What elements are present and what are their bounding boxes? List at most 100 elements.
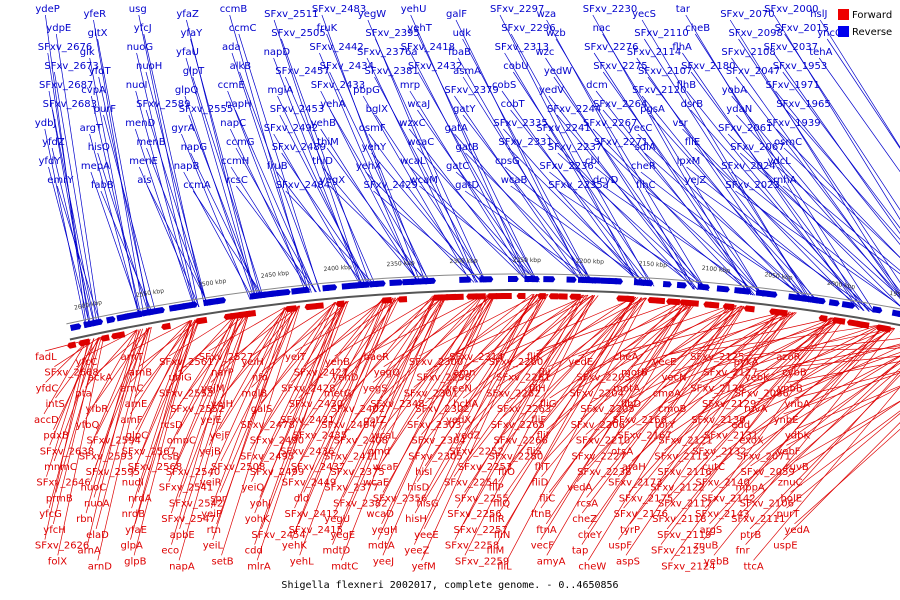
forward-gene-arrow	[557, 293, 568, 300]
reverse-gene-label: fruB	[267, 161, 288, 172]
kbp-tick-label: 2550 kbp	[136, 287, 165, 299]
forward-gene-leader	[210, 306, 288, 383]
forward-gene-leader	[45, 339, 90, 383]
forward-gene-leader	[495, 296, 633, 388]
forward-gene-label: znuC	[778, 478, 803, 489]
forward-gene-label: SFxv_2130	[691, 415, 745, 426]
kbp-tick-label: 2050 kbp	[764, 271, 793, 281]
forward-gene-arrow	[647, 297, 658, 304]
reverse-gene-label: ydcL	[768, 156, 792, 167]
forward-gene-leader	[702, 325, 881, 446]
reverse-gene-label: purF	[94, 104, 117, 115]
forward-gene-leader	[713, 328, 896, 556]
forward-gene-leader	[576, 304, 731, 482]
forward-gene-leader	[538, 300, 685, 383]
reverse-gene-leader	[97, 152, 150, 316]
reverse-gene-label: nuoH	[136, 61, 162, 72]
reverse-gene-label: SFxv_2037	[764, 42, 818, 53]
reverse-gene-label: gltX	[88, 28, 108, 39]
forward-gene-label: cdd	[245, 546, 263, 557]
forward-gene-label: yohK	[245, 514, 270, 525]
forward-gene-leader	[251, 301, 337, 357]
reverse-gene-label: nuoG	[127, 42, 154, 53]
reverse-gene-leader	[510, 185, 652, 287]
gene-labels-layer: ydeP ydpE SFxv_2676 SFxv_2673 SFxv_2687 SFxv_…	[34, 4, 842, 572]
reverse-gene-label: SFxv_1953	[773, 61, 827, 72]
forward-gene-label: nrdA	[128, 493, 152, 504]
forward-gene-leader	[740, 360, 900, 514]
forward-gene-arrow	[486, 293, 498, 300]
forward-gene-arrow	[679, 299, 692, 307]
reverse-gene-label: wzxC	[399, 118, 425, 129]
reverse-gene-leader	[775, 128, 900, 258]
forward-gene-label: eco	[161, 546, 179, 557]
reverse-gene-label: SFxv_2107	[638, 66, 692, 77]
forward-gene-leader	[413, 293, 533, 388]
reverse-gene-label: wcaC	[407, 137, 434, 148]
reverse-gene-label: SFxv_2395	[365, 28, 419, 39]
reverse-gene-label: SFxv_2297	[490, 4, 544, 15]
forward-gene-label: yejB	[199, 446, 221, 457]
forward-gene-label: SFxv_2115	[654, 451, 708, 462]
forward-gene-label: SFxv_2257	[454, 525, 508, 536]
reverse-gene-label: yegW	[358, 9, 386, 20]
reverse-gene-leader	[135, 90, 196, 308]
forward-gene-label: yehK	[282, 541, 307, 552]
reverse-gene-leader	[329, 185, 431, 285]
reverse-gene-arrow	[147, 308, 157, 316]
reverse-gene-arrow	[676, 281, 687, 289]
reverse-gene-leader	[44, 128, 87, 328]
forward-gene-leader	[578, 304, 733, 357]
forward-gene-leader	[498, 296, 637, 451]
reverse-gene-label: SFxv_2453	[270, 104, 324, 115]
forward-gene-label: SFxv_2086	[735, 388, 789, 399]
forward-gene-leader	[700, 324, 879, 383]
forward-gene-label: SFxv_2176	[614, 509, 668, 520]
forward-gene-label: yedE	[568, 357, 593, 368]
forward-gene-leader	[749, 374, 900, 530]
forward-gene-leader	[131, 320, 193, 446]
reverse-gene-leader	[782, 71, 900, 229]
forward-gene-leader	[741, 346, 900, 420]
reverse-gene-label: SFxv_2114	[627, 47, 681, 58]
forward-gene-label: metG	[324, 388, 352, 399]
forward-gene-label: yegH	[372, 525, 398, 536]
forward-gene-leader	[754, 345, 900, 373]
forward-gene-label: SFxv_2567	[122, 446, 176, 457]
forward-gene-leader	[342, 295, 448, 498]
forward-gene-label: yejE	[201, 415, 222, 426]
reverse-gene-arrow	[641, 279, 654, 287]
forward-gene-label: znuB	[694, 541, 719, 552]
reverse-gene-label: cpsG	[495, 156, 520, 167]
forward-gene-label: SFxv_2303	[407, 420, 461, 431]
forward-gene-label: wcaE	[363, 478, 389, 489]
forward-gene-label: mdtD	[323, 546, 351, 557]
forward-gene-leader	[381, 294, 495, 525]
forward-gene-label: amyA	[537, 556, 566, 567]
reverse-gene-leader	[557, 152, 709, 291]
reverse-gene-leader	[54, 71, 98, 326]
forward-gene-label: yohJ	[250, 498, 271, 509]
forward-gene-leader	[700, 324, 879, 352]
forward-gene-label: SFxv_2128	[690, 383, 744, 394]
forward-gene-label: SFxv_2594	[87, 436, 141, 447]
reverse-gene-label: SFxv_2335	[493, 118, 547, 129]
forward-gene-label: SFxv_2206	[571, 420, 625, 431]
forward-gene-leader	[97, 327, 152, 561]
reverse-gene-leader	[694, 185, 874, 313]
forward-gene-leader	[176, 312, 247, 435]
forward-gene-label: yeeZ	[404, 546, 429, 557]
forward-gene-leader	[85, 329, 138, 514]
forward-gene-label: SFxv_2668	[44, 368, 98, 379]
reverse-gene-leader	[729, 19, 900, 295]
forward-gene-label: motB	[621, 368, 648, 379]
forward-gene-leader	[250, 302, 336, 420]
forward-gene-label: yfdC	[36, 383, 59, 394]
reverse-gene-leader	[549, 171, 699, 290]
reverse-gene-leader	[553, 76, 704, 291]
forward-gene-leader	[794, 428, 900, 525]
reverse-gene-label: SFxv_2687	[39, 80, 93, 91]
reverse-gene-label: SFxv_2241	[536, 123, 590, 134]
forward-gene-leader	[712, 327, 894, 462]
forward-gene-label: SFxv_2059	[741, 467, 795, 478]
